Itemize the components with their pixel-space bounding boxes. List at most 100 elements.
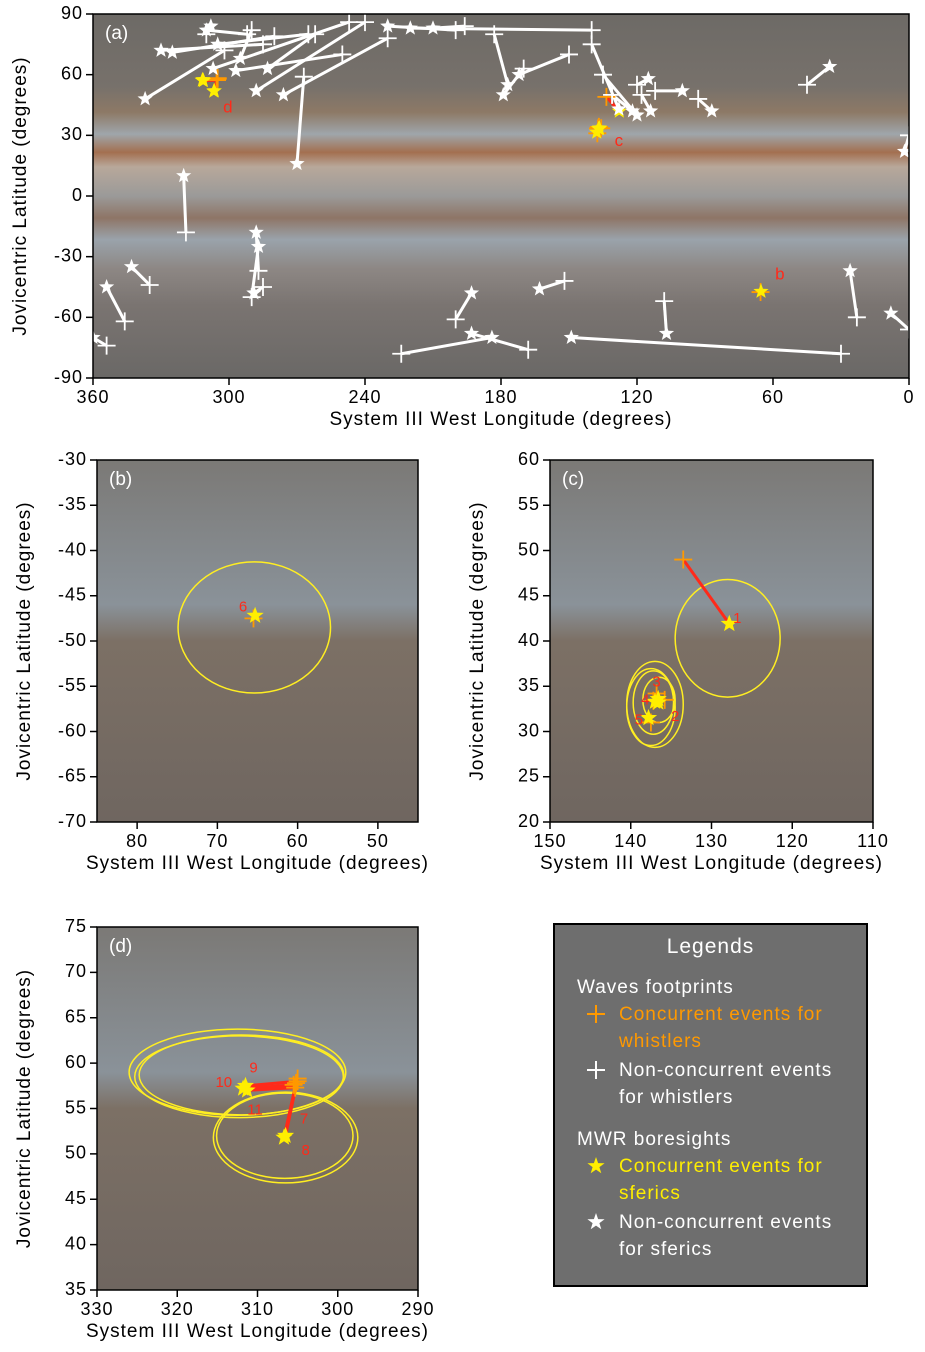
panel-label: (c) — [562, 469, 584, 490]
x-tick-label: 110 — [857, 831, 889, 851]
panel-label: (d) — [109, 936, 132, 957]
y-axis-label: Jovicentric Latitude (degrees) — [14, 501, 35, 780]
x-tick-label: 310 — [241, 1299, 274, 1319]
y-tick-label: 45 — [518, 585, 540, 605]
x-tick-label: 80 — [126, 831, 148, 851]
x-tick-label: 290 — [401, 1299, 434, 1319]
x-axis-label: System III West Longitude (degrees) — [86, 853, 429, 874]
x-tick-label: 140 — [614, 831, 647, 851]
y-tick-label: -50 — [58, 630, 87, 650]
x-axis-label: System III West Longitude (degrees) — [86, 1321, 429, 1342]
x-tick-label: 0 — [903, 387, 914, 407]
x-tick-label: 330 — [80, 1299, 113, 1319]
x-tick-label: 60 — [762, 387, 784, 407]
y-tick-label: 90 — [61, 3, 83, 23]
x-tick-label: 300 — [321, 1299, 354, 1319]
event-label: 11 — [247, 1101, 263, 1118]
y-tick-label: 60 — [518, 449, 540, 469]
y-tick-label: -35 — [58, 494, 87, 514]
event-label: 5 — [635, 712, 643, 729]
y-tick-label: 40 — [65, 1233, 87, 1253]
legend-group: MWR boresights — [577, 1129, 866, 1151]
event-label: 4 — [641, 692, 649, 709]
x-tick-label: 180 — [484, 387, 517, 407]
y-tick-label: 60 — [61, 63, 83, 83]
legend-entry: Concurrent events for whistlers — [583, 1001, 866, 1055]
y-axis-label: Jovicentric Latitude (degrees) — [10, 56, 31, 335]
y-axis-label: Jovicentric Latitude (degrees) — [467, 501, 488, 780]
plot-background — [97, 460, 418, 822]
y-tick-label: 50 — [518, 539, 540, 559]
event-label: 3 — [652, 674, 660, 691]
x-tick-label: 60 — [287, 831, 309, 851]
y-tick-label: 75 — [65, 916, 87, 936]
panel: 7891011(d)330320310300290354045505560657… — [14, 916, 435, 1342]
y-tick-label: 65 — [65, 1007, 87, 1027]
annotation: c — [615, 131, 624, 150]
event-label: 7 — [300, 1110, 308, 1127]
x-axis-label: System III West Longitude (degrees) — [540, 853, 883, 874]
panel: 6(b)80706050-70-65-60-55-50-45-40-35-30S… — [14, 449, 429, 874]
connector — [410, 28, 591, 30]
y-tick-label: 45 — [65, 1188, 87, 1208]
y-tick-label: -60 — [58, 720, 87, 740]
y-tick-label: -55 — [58, 675, 87, 695]
x-tick-label: 240 — [348, 387, 381, 407]
x-tick-label: 320 — [161, 1299, 194, 1319]
legend-label: Concurrent events for whistlers — [619, 1001, 855, 1055]
y-tick-label: 30 — [518, 720, 540, 740]
y-tick-label: -70 — [58, 811, 87, 831]
annotation: b — [775, 264, 784, 283]
y-tick-label: -40 — [58, 539, 87, 559]
x-tick-label: 360 — [76, 387, 109, 407]
legend-entry: Concurrent events for sferics — [583, 1153, 866, 1207]
y-tick-label: 70 — [65, 961, 87, 981]
y-tick-label: 30 — [61, 124, 83, 144]
page: bcd(a)360300240180120600-90-60-300306090… — [0, 0, 925, 1352]
panel: b c d (a) 360 300 240 180 120 60 0 -90 -60 -30 0 30 60 90… — [10, 3, 918, 430]
legend-icon — [583, 1153, 609, 1179]
panel-label: (b) — [109, 469, 132, 490]
y-tick-label: -65 — [58, 766, 87, 786]
event-label: 10 — [215, 1074, 232, 1091]
y-tick-label: 25 — [518, 766, 540, 786]
y-tick-label: -90 — [54, 367, 83, 387]
legend-title: Legends — [555, 935, 866, 959]
legend: Legends Waves footprints Concurrent even… — [553, 923, 868, 1287]
y-tick-label: 55 — [518, 494, 540, 514]
y-tick-label: -60 — [54, 306, 83, 326]
panel-label: (a) — [105, 23, 128, 44]
legend-label: Concurrent events for sferics — [619, 1153, 855, 1207]
event-label: 6 — [239, 598, 247, 615]
x-tick-label: 300 — [212, 387, 245, 407]
x-tick-label: 120 — [776, 831, 809, 851]
legend-icon — [583, 1209, 609, 1235]
y-tick-label: 55 — [65, 1097, 87, 1117]
x-tick-label: 70 — [206, 831, 228, 851]
legend-entry: Non-concurrent events for sferics — [583, 1209, 866, 1263]
event-label: 8 — [301, 1142, 309, 1159]
x-axis-label: System III West Longitude (degrees) — [329, 409, 672, 430]
event-label: 2 — [671, 708, 679, 725]
legend-entry: Non-concurrent events for whistlers — [583, 1057, 866, 1111]
legend-label: Non-concurrent events for sferics — [619, 1209, 855, 1263]
y-tick-label: 35 — [65, 1279, 87, 1299]
event-label: 1 — [733, 610, 741, 627]
y-tick-label: -45 — [58, 585, 87, 605]
x-tick-label: 130 — [695, 831, 728, 851]
x-tick-label: 150 — [533, 831, 566, 851]
y-axis-label: Jovicentric Latitude (degrees) — [14, 969, 35, 1248]
y-tick-label: 20 — [518, 811, 540, 831]
y-tick-label: 40 — [518, 630, 540, 650]
y-tick-label: 0 — [72, 185, 83, 205]
x-tick-label: 120 — [620, 387, 653, 407]
legend-group: Waves footprints — [577, 977, 866, 999]
y-tick-label: -30 — [58, 449, 87, 469]
legend-label: Non-concurrent events for whistlers — [619, 1057, 855, 1111]
event-label: 9 — [249, 1060, 257, 1077]
y-tick-label: 50 — [65, 1143, 87, 1163]
y-tick-label: 35 — [518, 675, 540, 695]
y-tick-label: -30 — [54, 245, 83, 265]
annotation: d — [223, 98, 232, 117]
